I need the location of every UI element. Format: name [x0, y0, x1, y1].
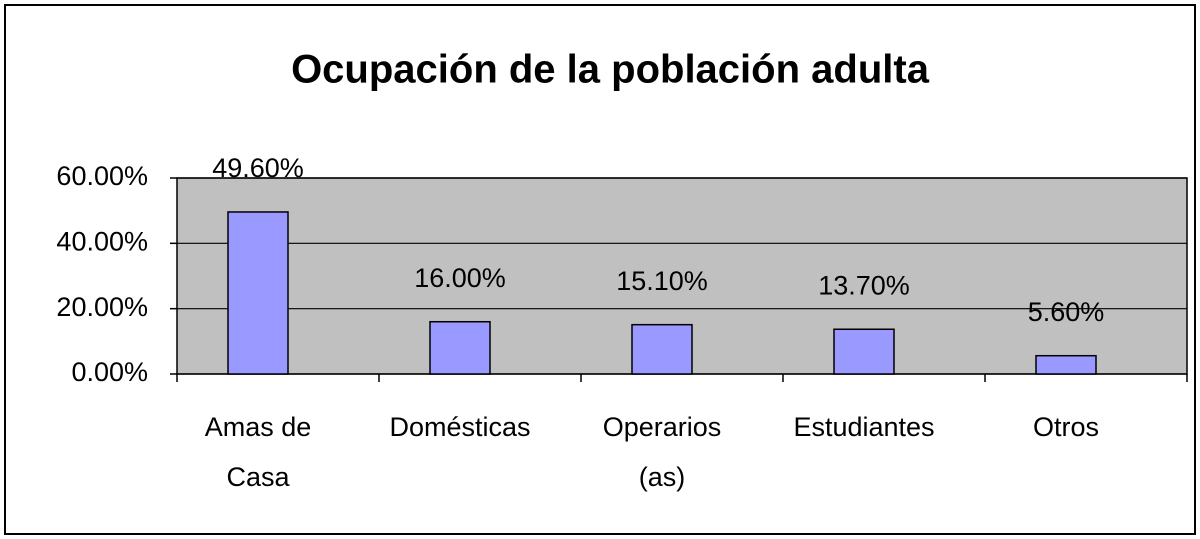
x-tick-label: Operarios (as)	[602, 412, 722, 492]
x-tick-label: Amas de Casa	[204, 412, 312, 492]
y-tick-label: 0.00%	[71, 357, 148, 387]
x-tick-label: Domésticas	[389, 412, 531, 442]
x-tick-label: Otros	[1032, 412, 1099, 442]
bar	[227, 211, 289, 375]
data-label: 5.60%	[1028, 297, 1105, 327]
chart-title: Ocupación de la población adulta	[291, 48, 930, 92]
data-label: 16.00%	[414, 263, 506, 293]
data-label: 49.60%	[212, 153, 304, 183]
y-tick-label: 40.00%	[56, 226, 148, 256]
bar	[1035, 354, 1097, 375]
x-tick-label: Estudiantes	[793, 412, 935, 442]
y-tick-label: 60.00%	[56, 161, 148, 191]
bar	[631, 323, 693, 375]
data-label: 15.10%	[616, 266, 708, 296]
bar	[429, 320, 491, 375]
y-tick-label: 20.00%	[56, 292, 148, 322]
bar	[833, 328, 895, 375]
data-label: 13.70%	[818, 270, 910, 300]
